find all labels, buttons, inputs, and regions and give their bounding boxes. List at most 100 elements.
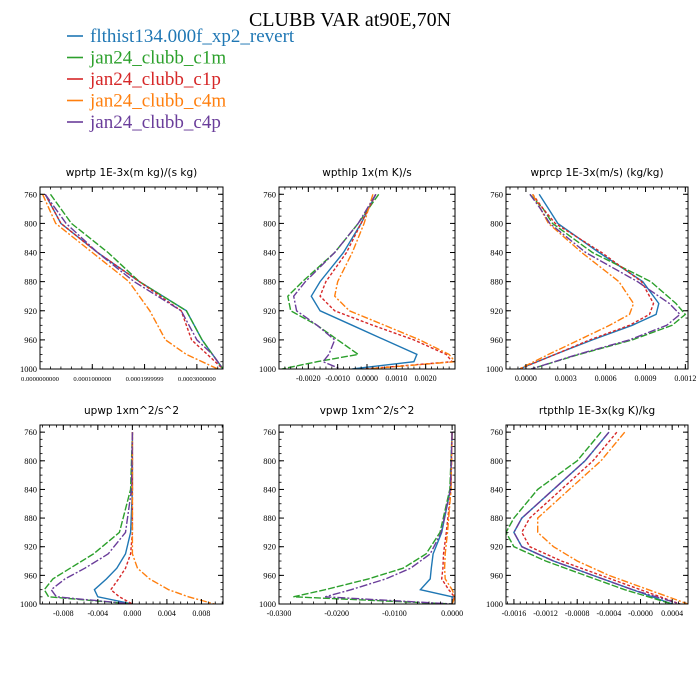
x-tick-label: -0.0004 <box>597 609 622 618</box>
y-tick-label: 920 <box>490 542 503 552</box>
chart-panel-3: wprcp 1E-3x(m/s) (kg/kg) 760 800 840 880 920 9… <box>486 167 696 383</box>
x-tick-label: 0.0000000000 <box>21 376 60 383</box>
x-tick-label: -0.0010 <box>325 374 350 383</box>
y-tick-label: 880 <box>24 513 37 523</box>
panel-title: wpthlp 1x(m K)/s <box>322 167 412 179</box>
series-line <box>281 193 380 369</box>
x-tick-label: -0.0300 <box>267 609 292 618</box>
x-tick-label: -0.0020 <box>296 374 321 383</box>
x-tick-label: -0.0012 <box>533 609 558 618</box>
panel-title: vpwp 1xm^2/s^2 <box>320 405 415 417</box>
y-tick-label: 920 <box>24 542 37 552</box>
panel-title: rtpthlp 1E-3x(kg K)/kg <box>539 405 655 417</box>
y-tick-label: 920 <box>490 306 503 316</box>
y-tick-label: 800 <box>24 218 37 228</box>
y-tick-label: 800 <box>490 218 503 228</box>
chart-panel-2: wpthlp 1x(m K)/s 760 800 840 880 920 960 1000 -0… <box>259 167 456 383</box>
y-tick-label: 760 <box>24 189 37 199</box>
series-line <box>43 432 134 604</box>
y-tick-label: 840 <box>263 248 276 258</box>
x-tick-label: 0.0012 <box>674 374 696 383</box>
x-tick-label: 0.0020 <box>415 374 437 383</box>
chart-panel-1: wprtp 1E-3x(m kg)/(s kg) 760 800 840 880 920 9… <box>20 167 224 383</box>
series-line <box>93 432 134 604</box>
y-tick-label: 960 <box>24 335 37 345</box>
series-line <box>292 193 377 369</box>
series-line <box>319 193 454 369</box>
x-tick-label: -0.004 <box>87 609 108 618</box>
x-tick-label: -0.0200 <box>324 609 349 618</box>
series-line <box>310 193 418 369</box>
y-tick-label: 760 <box>24 427 37 437</box>
y-tick-label: 920 <box>263 542 276 552</box>
series-line <box>529 193 687 369</box>
series-line <box>293 432 453 604</box>
y-tick-label: 1000 <box>259 599 276 609</box>
x-tick-label: 0.0003 <box>555 374 577 383</box>
plot-frame <box>505 424 689 605</box>
plot-frame <box>505 186 689 370</box>
x-tick-label: 0.000 <box>123 609 141 618</box>
y-tick-label: 840 <box>24 484 37 494</box>
legend: flthist134.000f_xp2_revertjan24_clubb_c1… <box>67 26 295 133</box>
x-tick-label: -0.0000 <box>628 609 653 618</box>
y-tick-label: 840 <box>490 484 503 494</box>
x-tick-label: 0.004 <box>158 609 176 618</box>
y-tick-label: 880 <box>263 277 276 287</box>
figure-title: CLUBB VAR at90E,70N <box>249 9 451 31</box>
x-tick-label: 0.0000 <box>515 374 537 383</box>
legend-entry: flthist134.000f_xp2_revert <box>90 26 295 47</box>
y-tick-label: 920 <box>263 306 276 316</box>
y-tick-label: 800 <box>263 218 276 228</box>
series-line <box>44 193 223 369</box>
y-tick-label: 920 <box>24 306 37 316</box>
y-tick-label: 840 <box>24 248 37 258</box>
series-line <box>44 193 223 369</box>
y-tick-label: 960 <box>24 570 37 580</box>
plot-frame <box>39 186 224 370</box>
x-tick-label: 0.0000 <box>356 374 378 383</box>
series-line <box>109 432 134 604</box>
panels: wprtp 1E-3x(m kg)/(s kg) 760 800 840 880 920 9… <box>20 167 696 618</box>
x-tick-label: 0.008 <box>192 609 210 618</box>
plot-frame <box>278 424 456 605</box>
y-tick-label: 840 <box>263 484 276 494</box>
legend-entry: jan24_clubb_c1m <box>89 48 226 69</box>
series-line <box>131 432 215 604</box>
series-line <box>521 431 681 604</box>
series-line <box>518 193 635 369</box>
y-tick-label: 800 <box>263 456 276 466</box>
y-tick-label: 1000 <box>486 599 503 609</box>
x-tick-label: 0.0000 <box>441 609 463 618</box>
legend-entry: jan24_clubb_c1p <box>89 69 221 90</box>
y-tick-label: 960 <box>490 570 503 580</box>
series-line <box>41 194 219 369</box>
y-tick-label: 1000 <box>20 364 37 374</box>
y-tick-label: 760 <box>490 189 503 199</box>
panel-title: wprcp 1E-3x(m/s) (kg/kg) <box>530 167 663 179</box>
chart-panel-5: vpwp 1xm^2/s^27608008408809209601000-0.0… <box>259 405 463 618</box>
chart-panel-4: upwp 1xm^2/s^2 760 800 840 880 920 960 1000 -0.0… <box>20 405 224 618</box>
y-tick-label: 760 <box>490 427 503 437</box>
y-tick-label: 880 <box>263 513 276 523</box>
legend-entry: jan24_clubb_c4p <box>89 112 221 133</box>
y-tick-label: 1000 <box>20 599 37 609</box>
x-tick-label: 0.0009 <box>634 374 656 383</box>
x-tick-label: -0.0100 <box>382 609 407 618</box>
y-tick-label: 880 <box>24 277 37 287</box>
x-tick-label: -0.0016 <box>502 609 527 618</box>
series-line <box>506 431 673 604</box>
plot-frame <box>278 186 456 370</box>
chart-panel-6: rtpthlp 1E-3x(kg K)/kg 760 800 840 880 920 960… <box>486 405 689 618</box>
x-tick-label: 0.0004 <box>661 609 683 618</box>
y-tick-label: 1000 <box>486 364 503 374</box>
y-tick-label: 1000 <box>259 364 276 374</box>
series-line <box>519 193 655 369</box>
y-tick-label: 760 <box>263 427 276 437</box>
x-tick-label: 0.0001000000 <box>73 376 112 383</box>
series-line <box>325 432 453 604</box>
y-tick-label: 880 <box>490 277 503 287</box>
y-tick-label: 760 <box>263 189 276 199</box>
series-line <box>50 432 134 604</box>
